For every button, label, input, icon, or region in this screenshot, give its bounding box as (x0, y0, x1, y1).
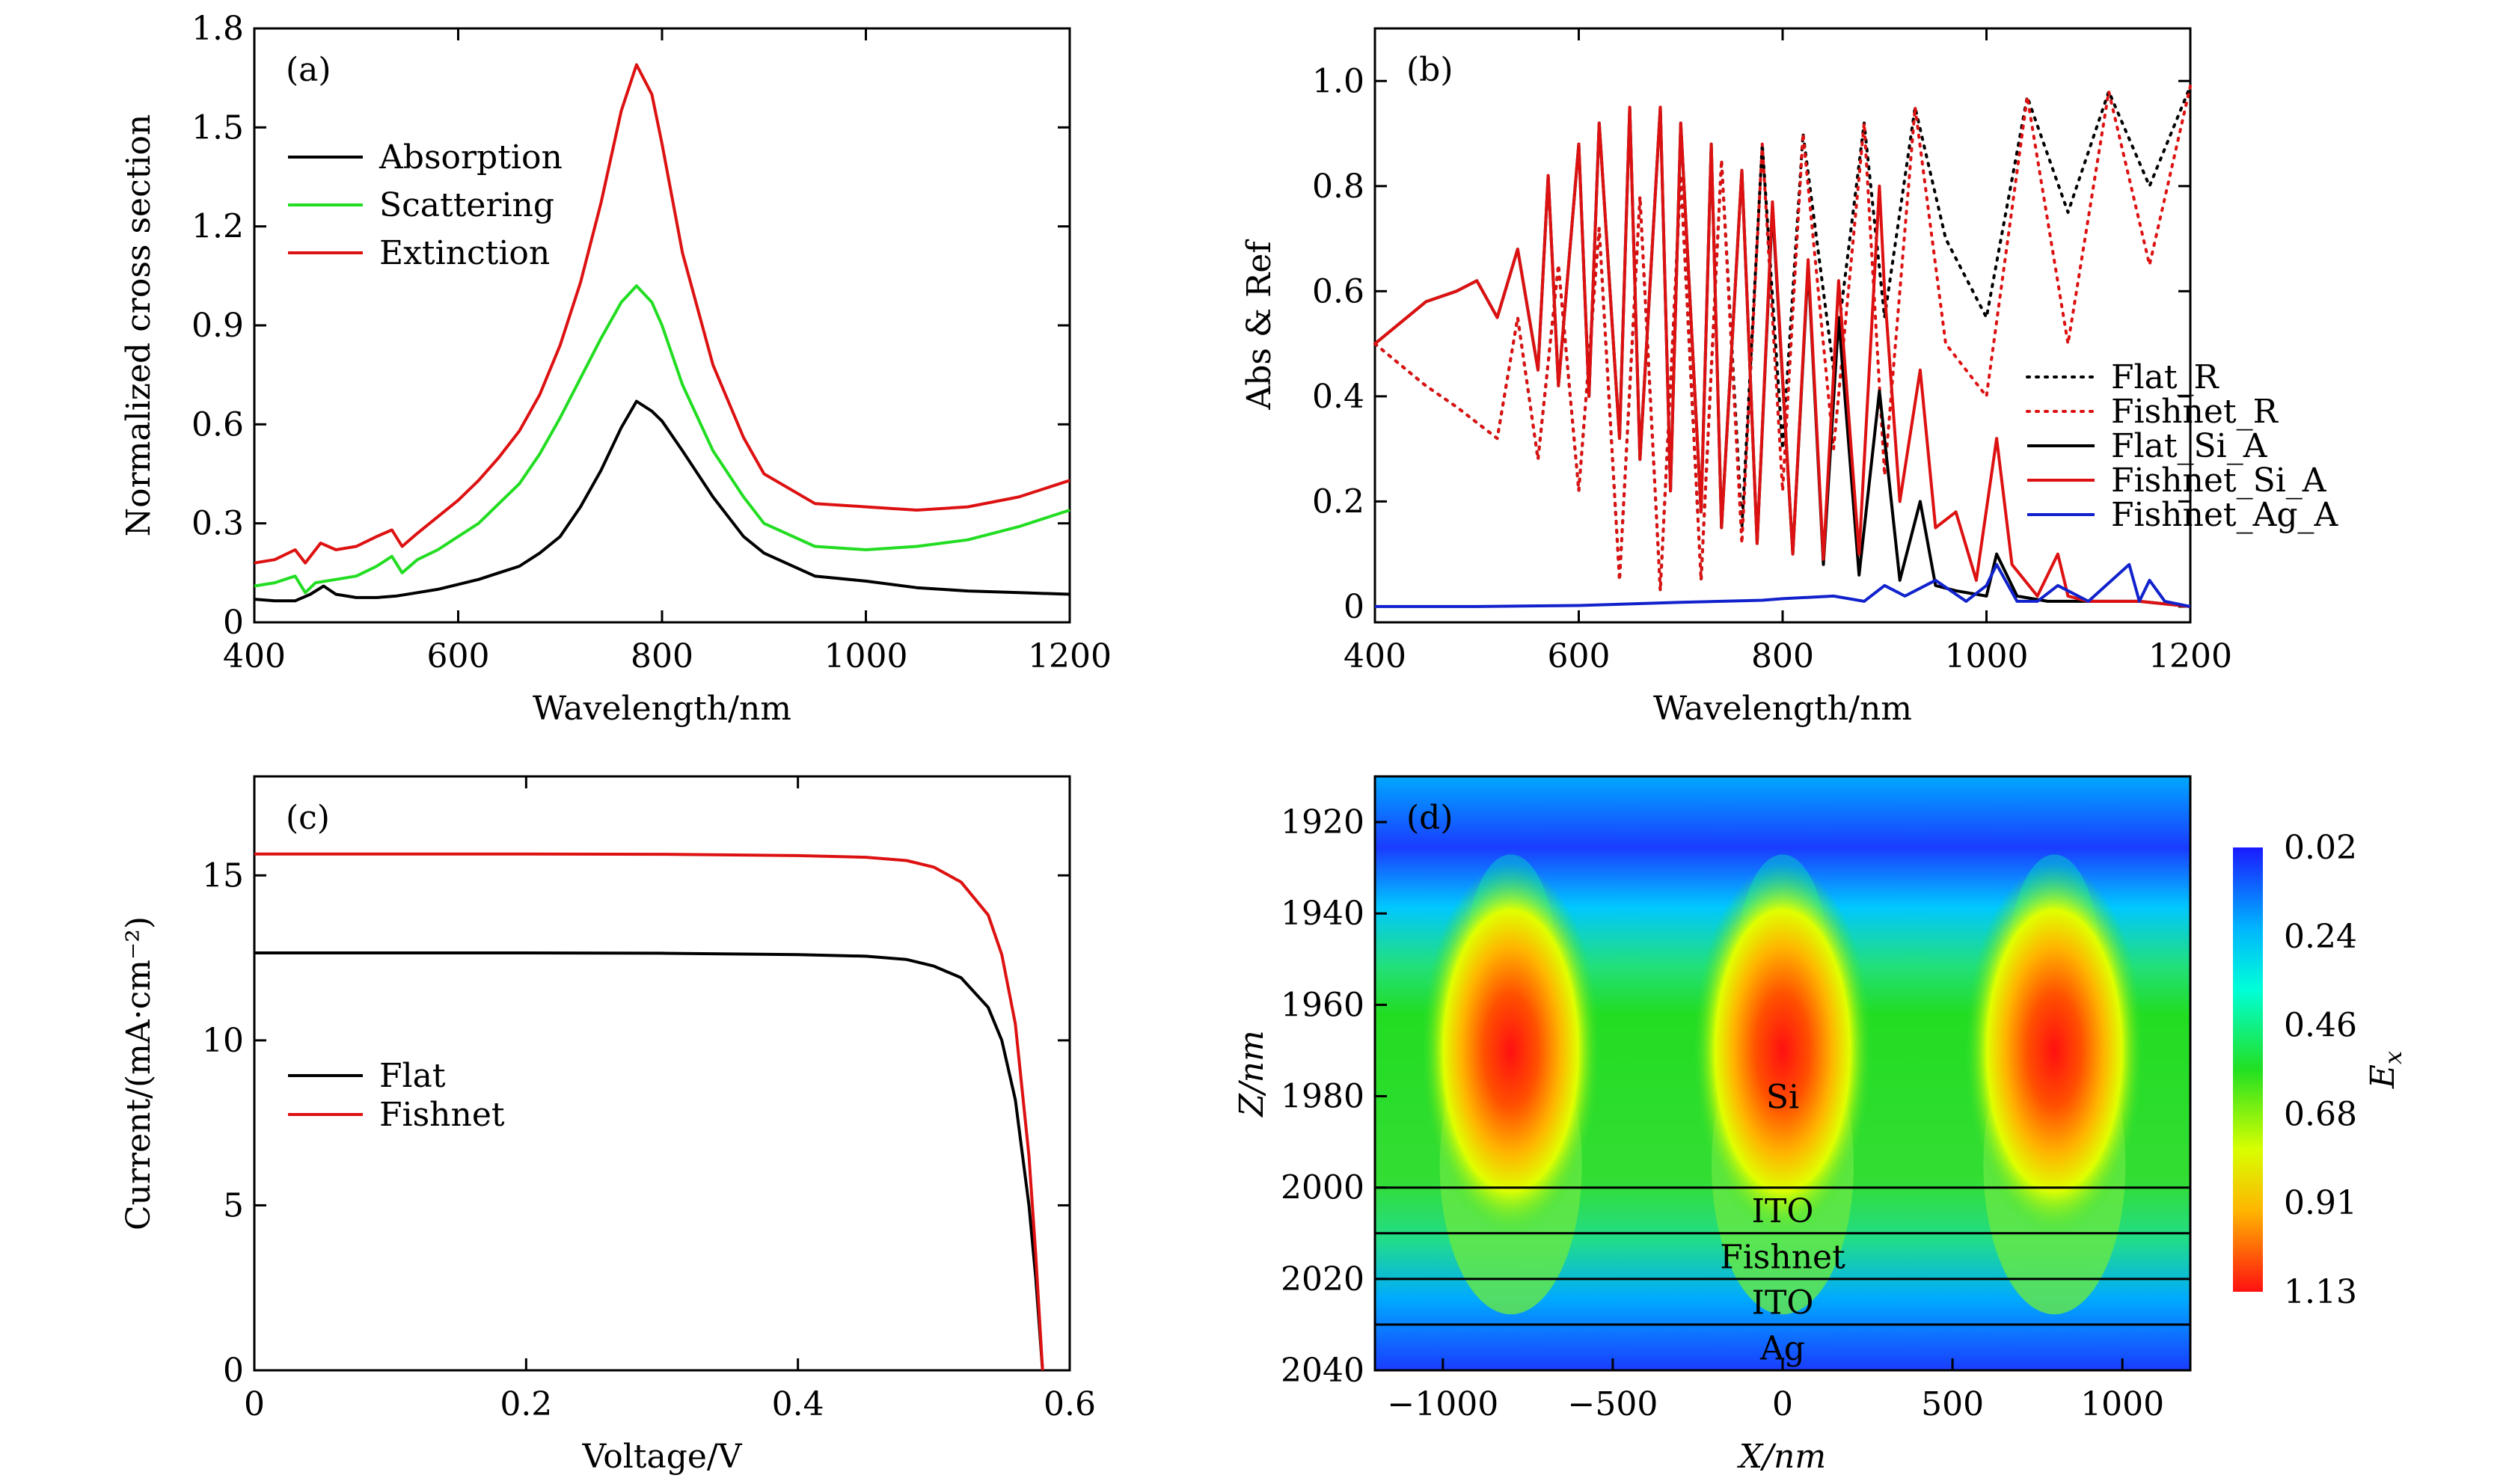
series-line-extinction (254, 63, 1070, 565)
y-tick-label: 0.6 (192, 405, 244, 444)
y-tick-label: 2000 (1281, 1169, 1364, 1207)
field-hotspot (1964, 863, 2145, 1238)
y-tick-label: 0.6 (1312, 272, 1364, 310)
panel-label: (b) (1406, 51, 1453, 89)
x-tick-label: 0 (244, 1385, 265, 1423)
series-line-fishnet_ag_a (1375, 562, 2191, 608)
x-tick-label: 1200 (2148, 637, 2232, 675)
panel-c: 0 0.2 0.4 0.6 0 5 10 15 Voltage/V Current/(mA·cm⁻… (120, 775, 1096, 1476)
legend-label: Flat_Si_A (2111, 427, 2268, 465)
y-tick-label: 2040 (1281, 1352, 1364, 1390)
colorbar-tick-label: 0.91 (2284, 1184, 2357, 1222)
layer-label: ITO (1752, 1192, 1814, 1230)
series-line-absorption (254, 399, 1070, 603)
x-axis-label: Wavelength/nm (533, 690, 791, 728)
y-tick-label: 1960 (1281, 986, 1364, 1024)
y-axis-label: Normalized cross section (120, 114, 158, 537)
y-tick-label: 0.9 (192, 307, 244, 345)
x-tick-label: 0.6 (1044, 1385, 1096, 1423)
plot-frame (1373, 27, 2192, 624)
layer-label: ITO (1752, 1284, 1814, 1322)
x-tick-label: −500 (1567, 1385, 1658, 1423)
y-axis-label: Current/(mA·cm⁻²) (120, 916, 158, 1230)
y-tick-label: 0 (223, 604, 244, 642)
y-tick-label: 2020 (1281, 1260, 1364, 1298)
y-tick-label: 1.5 (192, 108, 244, 147)
y-axis-label: Abs & Ref (1240, 239, 1278, 411)
x-tick-label: 1200 (1028, 637, 1112, 675)
y-tick-label: 0.8 (1312, 168, 1364, 206)
colorbar-tick-label: 1.13 (2284, 1273, 2357, 1311)
colorbar-tick-label: 0.02 (2284, 829, 2357, 867)
colorbar (2233, 847, 2263, 1292)
x-tick-label: 500 (1921, 1385, 1984, 1423)
x-tick-label: 400 (1344, 637, 1406, 675)
y-tick-label: 1.2 (192, 208, 244, 246)
x-tick-label: 1000 (824, 637, 908, 675)
legend-label: Extinction (379, 234, 550, 272)
x-tick-label: 600 (427, 637, 490, 675)
legend-label: Fishnet_Ag_A (2111, 496, 2339, 534)
x-tick-label: 1000 (2080, 1385, 2164, 1423)
field-hotspot (1693, 863, 1872, 1238)
colorbar-label: Ex (2364, 1051, 2407, 1089)
colorbar-tick-label: 0.68 (2284, 1095, 2357, 1133)
y-tick-label: 1980 (1281, 1078, 1364, 1116)
y-tick-label: 5 (223, 1186, 244, 1224)
x-tick-label: 0.2 (500, 1385, 552, 1423)
x-tick-label: 0.4 (772, 1385, 824, 1423)
panel-b: 400 600 800 1000 1200 0 0.2 0.4 0.6 0.8 1.0 Wavelen… (1240, 27, 2339, 728)
y-tick-label: 0 (1344, 588, 1364, 626)
x-tick-label: 600 (1548, 637, 1611, 675)
y-tick-label: 1920 (1281, 803, 1364, 841)
panel-label: (d) (1406, 799, 1453, 837)
y-tick-label: 1.0 (1312, 62, 1364, 100)
colorbar-tick-label: 0.24 (2284, 918, 2357, 956)
panel-label: (a) (286, 51, 331, 89)
legend-label: Scattering (379, 186, 554, 224)
colorbar-tick-label: 0.46 (2284, 1007, 2357, 1045)
layer-label: Si (1766, 1079, 1799, 1117)
y-tick-label: 10 (202, 1022, 244, 1060)
series-line-fishnet (254, 852, 1044, 1371)
x-tick-label: 0 (1772, 1385, 1793, 1423)
y-tick-label: 0.2 (1312, 482, 1364, 521)
legend-label: Fishnet_R (2111, 393, 2279, 431)
series-line-fishnet_si_a (1373, 105, 2191, 608)
y-tick-label: 0.3 (192, 505, 244, 543)
x-tick-label: 1000 (1945, 637, 2029, 675)
legend-label: Fishnet_Si_A (2111, 462, 2327, 500)
x-tick-label: 800 (631, 637, 693, 675)
x-tick-label: −1000 (1387, 1385, 1498, 1423)
legend-label: Fishnet (379, 1096, 505, 1134)
x-axis-label: Voltage/V (581, 1438, 742, 1476)
legend-label: Flat (379, 1057, 446, 1095)
x-axis-label: X/nm (1737, 1438, 1826, 1476)
series-line-flat (254, 951, 1044, 1371)
x-tick-label: 400 (223, 637, 286, 675)
field-hotspot (1421, 863, 1601, 1238)
y-axis-label: Z/nm (1233, 1030, 1271, 1117)
colorbar-label-subscript: x (2379, 1051, 2407, 1064)
x-tick-label: 800 (1751, 637, 1814, 675)
y-tick-label: 15 (202, 856, 244, 895)
panel-label: (c) (286, 799, 330, 837)
y-tick-label: 1.8 (192, 10, 244, 48)
y-tick-label: 1940 (1281, 895, 1364, 933)
legend-label: Flat_R (2111, 358, 2220, 396)
plot-frame (253, 775, 1071, 1372)
layer-label: Fishnet (1720, 1238, 1845, 1276)
x-axis-label: Wavelength/nm (1653, 690, 1912, 728)
y-tick-label: 0 (223, 1352, 244, 1390)
y-tick-label: 0.4 (1312, 378, 1364, 416)
legend-label: Absorption (379, 138, 563, 177)
panel-a: 400 600 800 1000 1200 0 0.3 0.6 0.9 1.2 1.5 1.8 Wave… (120, 10, 1112, 728)
series-line-scattering (254, 284, 1070, 595)
